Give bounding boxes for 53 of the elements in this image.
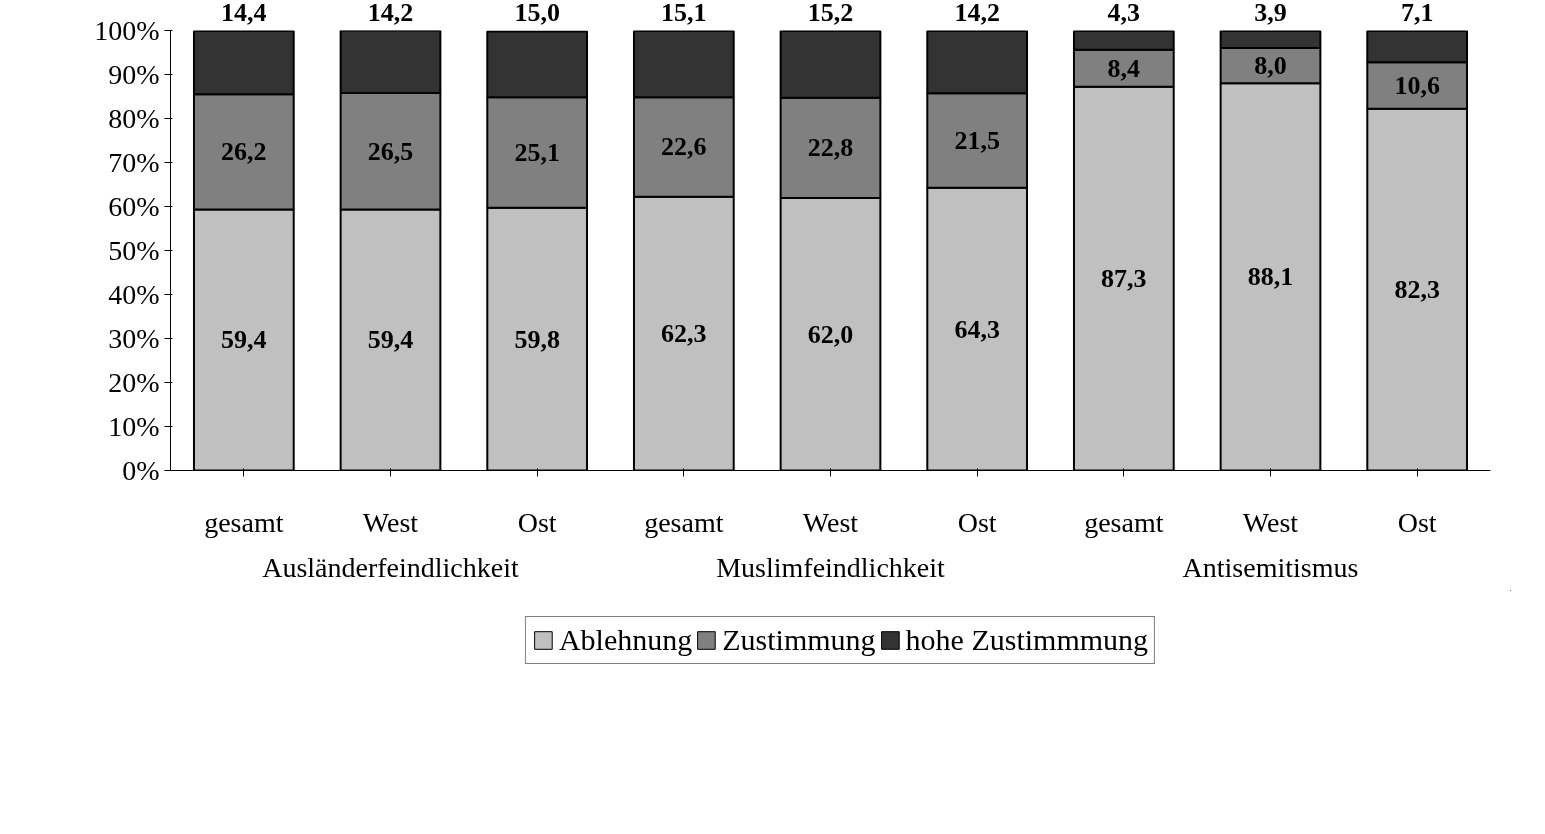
x-tick-label: gesamt — [1084, 506, 1164, 538]
data-label: 59,8 — [514, 324, 560, 354]
y-tick-label: 10% — [108, 411, 160, 443]
x-tick-label: Ost — [517, 506, 557, 538]
data-label: 22,8 — [807, 133, 854, 163]
y-tick-label: 30% — [108, 323, 160, 355]
data-label: 59,4 — [221, 325, 267, 355]
data-label: 3,9 — [1254, 0, 1287, 27]
text: Muslimfeindlichkeit — [716, 551, 946, 583]
data-label: 4,3 — [1107, 0, 1141, 27]
x-tick-label: West — [1242, 506, 1299, 538]
y-tick-label: 70% — [108, 147, 160, 179]
data-label: 15,0 — [514, 0, 560, 27]
y-tick-label: 20% — [108, 367, 160, 399]
x-tick-label: Ost — [957, 506, 997, 538]
data-label: 14,2 — [954, 0, 1000, 27]
data-label: 7,1 — [1400, 0, 1434, 27]
data-label: 25,1 — [514, 137, 560, 167]
legend-label: Ablehnung — [558, 623, 693, 657]
data-label: 14,4 — [221, 0, 267, 27]
text: Ausländerfeindlichkeit — [262, 551, 520, 583]
y-tick-label: 40% — [108, 279, 160, 311]
data-label: 59,4 — [367, 325, 414, 355]
x-tick-label: West — [362, 506, 419, 538]
data-label: 62,3 — [661, 319, 707, 349]
data-label: 8,4 — [1107, 53, 1141, 83]
data-label: 22,6 — [661, 132, 707, 162]
data-label: 88,1 — [1247, 262, 1294, 292]
y-tick-label: 60% — [108, 191, 160, 223]
x-tick-label: Ost — [1397, 506, 1437, 538]
data-label: 15,1 — [661, 0, 707, 27]
y-tick-label: 0% — [122, 455, 160, 486]
legend-label: hohe Zustimmmung — [905, 623, 1149, 657]
data-label: 10,6 — [1394, 70, 1440, 100]
y-tick-label: 80% — [108, 103, 160, 135]
y-tick-label: 100% — [94, 15, 160, 47]
x-tick-label: gesamt — [204, 506, 284, 538]
y-tick-label: 50% — [108, 235, 160, 267]
data-label: 15,2 — [807, 0, 854, 27]
data-label: 26,5 — [367, 136, 414, 166]
legend-label: Zustimmung — [722, 623, 876, 657]
data-label: 14,2 — [367, 0, 414, 27]
data-label: 64,3 — [954, 314, 1000, 344]
x-tick-label: gesamt — [644, 506, 724, 538]
data-label: 62,0 — [807, 319, 854, 349]
data-label: 21,5 — [954, 126, 1000, 156]
y-tick-label: 90% — [108, 59, 160, 91]
data-label: 82,3 — [1394, 275, 1440, 305]
text: Antisemitismus — [1182, 551, 1359, 583]
data-label: 26,2 — [221, 137, 267, 167]
x-tick-label: West — [802, 506, 859, 538]
data-label: 8,0 — [1254, 51, 1287, 81]
data-label: 87,3 — [1101, 264, 1147, 294]
